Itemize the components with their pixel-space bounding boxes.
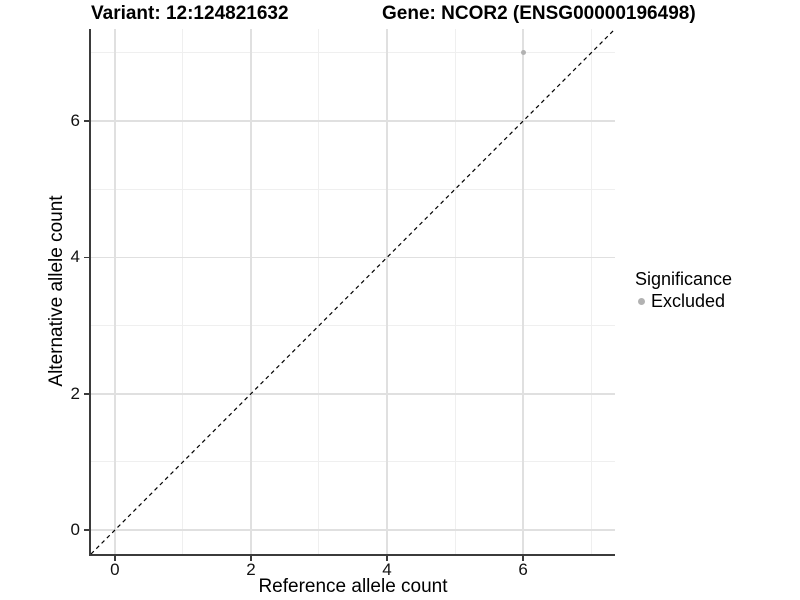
gridline-major-x-0 <box>114 29 116 554</box>
gridline-major-x-6 <box>522 29 524 554</box>
x-tick-0 <box>114 556 116 561</box>
gridline-minor-y-3 <box>91 325 615 327</box>
x-tick-2 <box>250 556 252 561</box>
x-tick-label-0: 0 <box>110 560 120 579</box>
legend-key-dot-icon <box>638 298 645 305</box>
gridline-major-y-0 <box>91 529 615 531</box>
legend: Significance Excluded <box>632 269 797 312</box>
gridline-major-x-2 <box>250 29 252 554</box>
y-axis-title: Alternative allele count <box>46 195 67 387</box>
x-tick-label-6: 6 <box>518 560 528 579</box>
y-tick-label-6: 6 <box>70 111 80 131</box>
data-point-0 <box>520 50 526 56</box>
y-tick-label-2: 2 <box>70 383 80 403</box>
y-tick-2 <box>84 393 89 395</box>
x-tick-4 <box>386 556 388 561</box>
gridline-major-y-6 <box>91 120 615 122</box>
x-tick-label-4: 4 <box>382 560 392 579</box>
gridline-minor-x-5 <box>454 29 456 554</box>
gridline-minor-y-5 <box>91 188 615 190</box>
x-tick-6 <box>522 556 524 561</box>
y-tick-6 <box>84 120 89 122</box>
x-axis-title: Reference allele count <box>258 576 448 597</box>
gridline-major-y-2 <box>91 393 615 395</box>
gridline-minor-y-1 <box>91 461 615 463</box>
legend-entry-excluded: Excluded <box>632 291 797 312</box>
gridline-minor-y-7 <box>91 52 615 54</box>
gridline-minor-x-7 <box>590 29 592 554</box>
y-tick-label-4: 4 <box>70 247 80 267</box>
plot-panel <box>89 28 616 556</box>
gridline-minor-x-3 <box>318 29 320 554</box>
legend-title: Significance <box>635 269 733 289</box>
gridline-major-y-4 <box>91 256 615 259</box>
y-tick-0 <box>84 529 89 531</box>
y-tick-label-0: 0 <box>70 520 80 540</box>
x-tick-label-2: 2 <box>246 560 256 579</box>
gridline-major-x-4 <box>386 29 388 554</box>
gridline-minor-x-1 <box>182 29 184 554</box>
legend-entry-label: Excluded <box>651 291 726 311</box>
identity-line <box>90 28 616 555</box>
y-tick-4 <box>84 256 89 259</box>
variant-title: Variant: 12:124821632 <box>91 3 289 24</box>
gene-title: Gene: NCOR2 (ENSG00000196498) <box>382 3 696 24</box>
